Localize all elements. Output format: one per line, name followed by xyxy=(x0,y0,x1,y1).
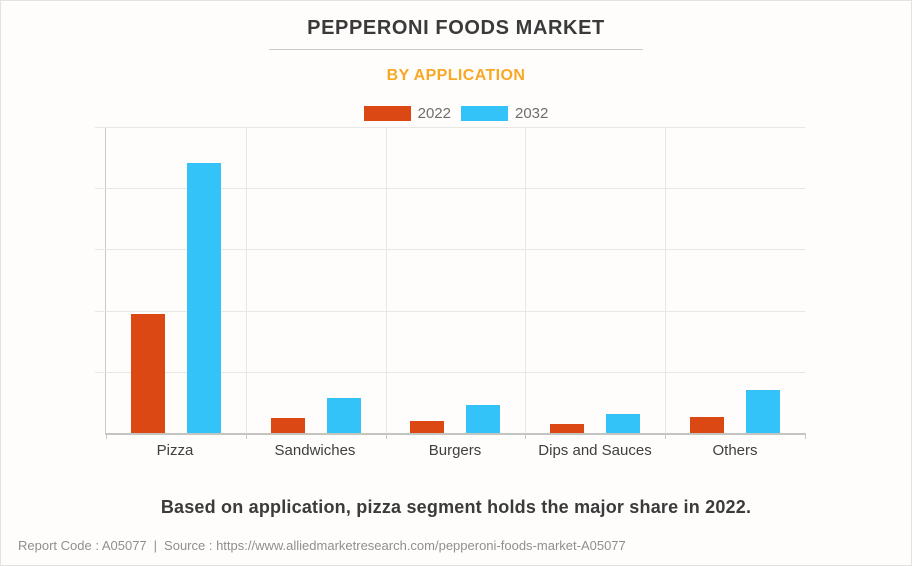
x-label-others: Others xyxy=(712,442,758,459)
report-footer: Report Code : A05077 | Source : https://ww… xyxy=(18,538,626,553)
bar-burgers-2022 xyxy=(410,420,445,433)
x-label-sandwiches: Sandwiches xyxy=(274,442,356,459)
x-axis-tick xyxy=(665,433,667,439)
bar-pizza-2022 xyxy=(130,313,165,433)
legend-swatch-2022 xyxy=(363,106,411,121)
gridline-horizontal xyxy=(95,310,805,312)
x-axis-tick xyxy=(106,433,107,439)
x-label-dips-and-sauces: Dips and Sauces xyxy=(538,442,652,459)
x-axis-tick xyxy=(805,433,806,439)
bar-others-2032 xyxy=(746,390,781,433)
bar-group-others xyxy=(665,127,805,433)
legend-label-2022: 2022 xyxy=(417,105,451,122)
gridline-vertical xyxy=(525,127,527,433)
bar-burgers-2032 xyxy=(466,404,501,433)
gridline-horizontal xyxy=(95,371,805,373)
bar-group-sandwiches xyxy=(246,127,386,433)
bar-dips-and-sauces-2022 xyxy=(550,424,585,433)
bar-dips-and-sauces-2032 xyxy=(606,414,641,433)
gridline-horizontal xyxy=(95,127,805,128)
gridline-horizontal xyxy=(95,188,805,190)
report-code: Report Code : A05077 xyxy=(18,538,147,553)
page-title: PEPPERONI FOODS MARKET xyxy=(307,17,605,39)
x-label-burgers: Burgers xyxy=(428,442,482,459)
title-divider xyxy=(269,49,643,50)
footer-divider: | xyxy=(153,538,158,553)
legend-swatch-2032 xyxy=(461,106,508,121)
gridline-vertical xyxy=(665,127,667,433)
x-axis-tick xyxy=(525,433,527,439)
plot-area xyxy=(95,127,806,439)
bar-others-2022 xyxy=(690,417,725,433)
bar-group-dips-and-sauces xyxy=(525,127,665,433)
gridline-vertical xyxy=(245,127,247,433)
gridline-horizontal xyxy=(95,249,805,251)
chart-legend: 2022 2032 xyxy=(1,105,911,122)
x-label-pizza: Pizza xyxy=(156,442,194,459)
source-text: Source : https://www.alliedmarketresearc… xyxy=(164,538,626,553)
bar-sandwiches-2022 xyxy=(270,418,305,433)
chart-subtitle: BY APPLICATION xyxy=(386,67,526,84)
bar-groups xyxy=(106,127,805,433)
gridline-vertical xyxy=(385,127,387,433)
bar-group-burgers xyxy=(386,127,526,433)
x-axis-tick xyxy=(385,433,387,439)
chart-caption: Based on application, pizza segment hold… xyxy=(160,497,752,517)
legend-item-2032: 2032 xyxy=(461,105,548,122)
legend-label-2032: 2032 xyxy=(515,105,549,122)
legend-item-2022: 2022 xyxy=(363,105,451,122)
x-axis-labels: Pizza Sandwiches Burgers Dips and Sauces… xyxy=(105,442,805,459)
bar-pizza-2032 xyxy=(186,162,221,433)
bar-sandwiches-2032 xyxy=(326,398,361,433)
bar-group-pizza xyxy=(106,127,246,433)
x-axis-tick xyxy=(245,433,247,439)
